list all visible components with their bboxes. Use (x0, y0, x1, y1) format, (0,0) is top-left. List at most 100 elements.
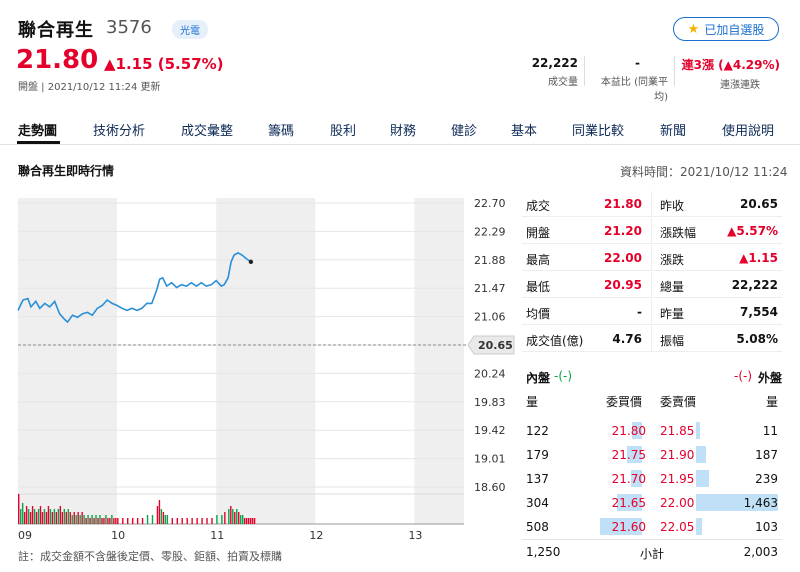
volume-bar (115, 518, 117, 524)
bid-qty: 508 (526, 520, 549, 534)
quote-value: 20.95 (604, 278, 642, 292)
section-title: 聯合再生即時行情 (18, 164, 115, 178)
ask-price: 21.85 (660, 424, 695, 438)
divider (584, 56, 585, 86)
volume-bar (158, 500, 161, 524)
summary-value: 22,222 (531, 56, 578, 70)
inner-value: -(-) (554, 369, 573, 383)
tab-1[interactable]: 走勢圖 (18, 124, 58, 139)
tab-4[interactable]: 籌碼 (268, 124, 295, 139)
tab-3[interactable]: 成交彙整 (181, 124, 234, 139)
summary-label: 本益比 (同業平均) (600, 77, 668, 103)
reference-price-label: 20.65 (478, 339, 513, 352)
outer-value: -(-) (734, 369, 753, 383)
volume-bar (243, 518, 246, 524)
ask-price: 22.00 (660, 496, 695, 510)
x-tick-label: 10 (111, 529, 125, 542)
summary-streak: 連3漲 (▲4.29%) 連漲連跌 (676, 56, 780, 91)
quote-row: 成交值(億) 4.76 振幅 5.08% (522, 326, 782, 352)
tab-7[interactable]: 健診 (451, 124, 478, 139)
x-tick-label: 09 (18, 529, 32, 542)
intraday-chart[interactable]: 22.70 22.29 21.88 21.47 21.06 20.24 19.83 19.42… (16, 196, 516, 544)
current-price: 21.80 (16, 45, 99, 75)
y-tick-label: 19.01 (474, 453, 506, 466)
volume-bar (113, 518, 115, 524)
volume-bar (127, 518, 129, 524)
volume-bar (65, 512, 67, 524)
summary-volume: 22,222 成交量 (510, 56, 578, 88)
reference-price-badge (467, 335, 515, 355)
volume-bar (136, 518, 139, 524)
order-row: 122 21.80 21.85 11 (522, 419, 782, 443)
tab-11[interactable]: 使用說明 (722, 124, 775, 139)
volume-bar (117, 518, 119, 524)
bid-price: 21.80 (611, 424, 646, 438)
volume-bar (71, 515, 73, 524)
volume-bar (97, 518, 99, 524)
bid-price: 21.60 (611, 520, 646, 534)
bid-qty: 304 (526, 496, 549, 510)
volume-bar (23, 512, 26, 524)
divider (651, 191, 652, 217)
tab-9[interactable]: 同業比較 (572, 124, 625, 139)
y-tick-label: 20.24 (474, 367, 506, 380)
volume-bar (211, 518, 213, 524)
bid-volume-bar (630, 470, 642, 487)
volume-bar (79, 515, 81, 524)
volume-bar (196, 518, 198, 524)
volume-bar (45, 512, 48, 524)
volume-bar (160, 509, 163, 524)
summary-label: 連漲連跌 (720, 80, 760, 91)
x-tick-label: 11 (210, 529, 224, 542)
volume-bar (87, 515, 89, 524)
sector-tag[interactable]: 光電 (172, 20, 208, 39)
star-icon: ★ (687, 21, 700, 37)
divider (651, 245, 652, 271)
hour-band (18, 198, 118, 524)
volume-bar (191, 518, 193, 524)
x-tick-label: 13 (408, 529, 422, 542)
divider (651, 272, 652, 298)
volume-bar (249, 518, 252, 524)
volume-bar (251, 518, 254, 524)
watchlist-button[interactable]: ★ 已加自選股 (673, 17, 779, 41)
volume-bar (21, 503, 24, 524)
y-tick-label: 21.06 (474, 311, 506, 324)
tab-5[interactable]: 股利 (330, 124, 357, 139)
volume-bar (27, 509, 30, 524)
volume-bar (105, 515, 107, 524)
volume-bar (253, 518, 256, 524)
volume-bar (18, 494, 20, 524)
tab-6[interactable]: 財務 (390, 124, 417, 139)
ask-qty: 103 (755, 520, 778, 534)
inner-label: 內盤 (526, 371, 551, 385)
volume-bar (85, 518, 87, 524)
ask-volume-bar (696, 470, 710, 487)
bid-qty: 122 (526, 424, 549, 438)
quote-label: 昨量 (660, 307, 685, 321)
volume-bar (241, 515, 244, 524)
volume-bar (89, 518, 91, 524)
tab-2[interactable]: 技術分析 (93, 124, 146, 139)
volume-bar (73, 512, 75, 524)
volume-bar (240, 515, 242, 524)
quote-value: ▲1.15 (739, 251, 778, 265)
order-row: 304 21.65 22.00 1,463 (522, 491, 782, 515)
volume-bar (67, 509, 69, 524)
quote-label: 最低 (526, 280, 551, 294)
quote-label: 成交值(億) (526, 334, 584, 348)
bid-volume-bar (600, 518, 642, 535)
total-ask: 2,003 (743, 545, 778, 559)
y-tick-label: 21.47 (474, 282, 506, 295)
volume-bar (146, 515, 149, 524)
y-tick-label: 18.60 (474, 481, 506, 494)
quote-table: 成交 21.80 昨收 20.65 開盤 21.20 漲跌幅 ▲5.57% 最高 22.00 漲跌 ▲… (522, 191, 782, 352)
volume-bar (247, 518, 250, 524)
tab-8[interactable]: 基本 (511, 124, 538, 139)
tab-10[interactable]: 新聞 (660, 124, 687, 139)
volume-bar (216, 515, 218, 524)
quote-value: - (637, 305, 642, 319)
order-row: 508 21.60 22.05 103 (522, 515, 782, 539)
volume-bar (234, 512, 236, 524)
volume-bar (77, 512, 79, 524)
